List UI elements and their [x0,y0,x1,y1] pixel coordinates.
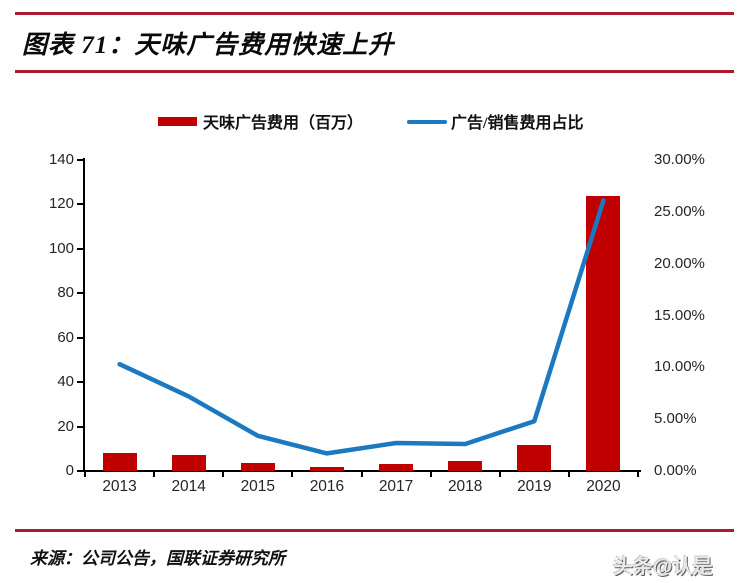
chart-title: 图表 71：天味广告费用快速上升 [22,32,395,59]
left-tick-100 [77,247,83,250]
left-tick-40 [77,381,83,384]
year-label-2016: 2016 [309,478,345,495]
x-axis-tick [222,470,225,477]
year-label-2013: 2013 [102,478,137,495]
right-axis-label: 30.00% [654,151,705,168]
left-axis-label: 100 [48,239,74,257]
right-axis-label: 0.00% [654,462,697,479]
bar-2016 [309,467,344,471]
left-y-axis-line [83,158,85,472]
left-axis-label: 140 [48,151,74,168]
right-axis-label: 5.00% [654,410,697,428]
x-axis-tick [153,470,156,477]
legend-line-swatch-icon [407,120,447,124]
left-axis-label: 0 [65,462,74,479]
x-axis-tick [637,470,639,477]
left-tick-0 [77,470,83,472]
bar-2019 [517,445,552,471]
legend-label-line-series: 广告/销售费用占比 [451,115,584,132]
left-tick-80 [77,292,83,295]
ratio-line-path [117,198,606,456]
line-series-svg [117,198,606,456]
x-axis-tick [429,470,432,477]
left-axis-label: 40 [57,373,74,391]
left-axis-label: 80 [57,284,74,302]
plot-area [85,160,638,471]
year-label-2014: 2014 [171,478,206,495]
bar-2015 [240,463,275,471]
bar-2018 [448,461,483,471]
right-axis-label: 20.00% [654,254,705,272]
year-label-2018: 2018 [447,478,483,495]
right-axis-label: 10.00% [654,358,705,376]
year-label-2020: 2020 [586,478,621,495]
left-axis-label: 20 [57,417,74,435]
year-label-2019: 2019 [517,478,552,495]
right-axis-label: 25.00% [654,202,705,220]
year-label-2017: 2017 [378,478,414,495]
source-note: 来源：公司公告，国联证券研究所 [30,549,285,568]
left-axis-label: 60 [57,328,74,346]
right-axis-label: 15.00% [654,306,705,324]
x-axis-tick [567,470,570,477]
left-tick-60 [77,336,83,339]
title-underline-rule [15,70,734,73]
x-axis-tick [360,470,363,477]
bar-2013 [102,453,137,471]
left-tick-20 [77,425,83,428]
x-axis-tick [498,470,501,477]
x-axis-tick [84,470,86,477]
bar-2014 [171,455,206,471]
x-axis-tick [291,470,294,477]
top-rule [15,12,734,15]
footer-rule [15,529,734,532]
left-axis-label: 120 [48,195,74,213]
year-label-2015: 2015 [240,478,276,495]
legend-label-bar-series: 天味广告费用（百万） [203,115,364,132]
bar-2017 [379,463,414,471]
legend-bar-swatch-icon [158,117,197,126]
left-tick-120 [77,203,83,206]
watermark-text: 头条@认是 [613,556,713,578]
left-tick-140 [77,159,83,161]
